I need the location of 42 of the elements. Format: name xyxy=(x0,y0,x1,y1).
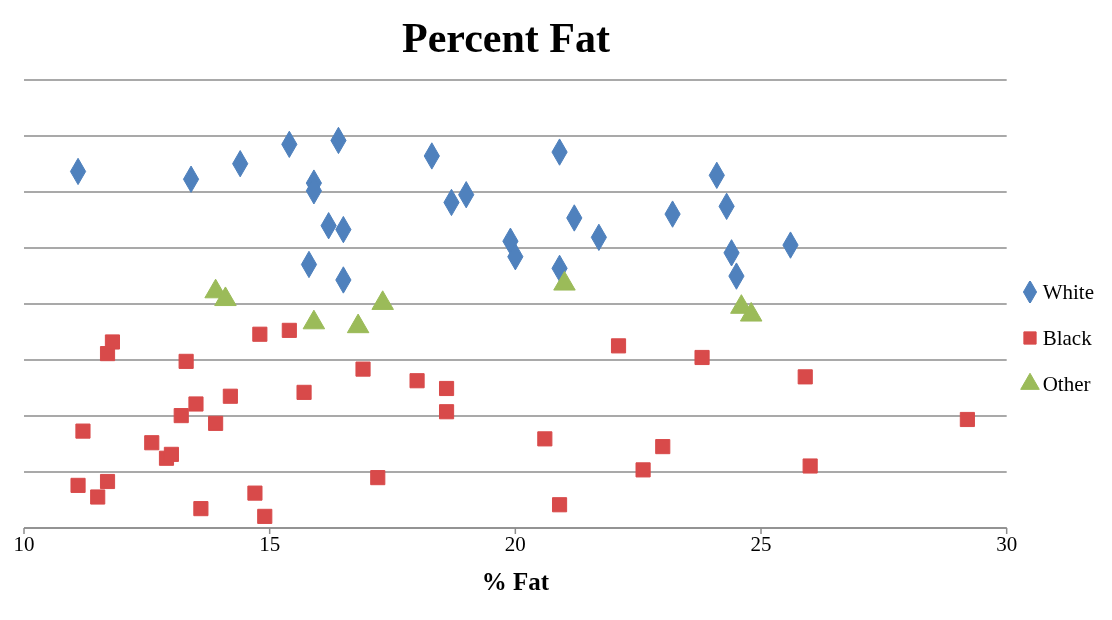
point xyxy=(99,473,116,490)
point xyxy=(222,388,238,404)
point xyxy=(551,497,568,513)
x-tick-label: 20 xyxy=(504,531,526,556)
point xyxy=(610,338,627,354)
point xyxy=(797,369,813,385)
x-tick-label: 30 xyxy=(996,531,1018,556)
point xyxy=(257,508,273,524)
point xyxy=(296,384,312,400)
legend-label: Black xyxy=(1042,325,1092,351)
x-tick-label: 10 xyxy=(13,531,35,556)
point xyxy=(370,470,386,486)
point xyxy=(537,431,553,447)
point xyxy=(409,373,425,389)
point xyxy=(104,334,121,350)
x-tick-label: 15 xyxy=(259,531,281,556)
legend-label: White xyxy=(1042,279,1094,305)
x-tick-label: 25 xyxy=(750,531,772,556)
point xyxy=(75,423,91,439)
chart-title: Percent Fat xyxy=(401,14,611,63)
point xyxy=(163,446,179,462)
point xyxy=(802,458,818,474)
point xyxy=(655,439,671,455)
x-axis-title: % Fat xyxy=(481,568,550,595)
point xyxy=(173,408,189,424)
point xyxy=(438,380,455,397)
point xyxy=(635,462,651,478)
point xyxy=(694,349,710,366)
point xyxy=(188,396,204,412)
point xyxy=(355,361,371,377)
point xyxy=(178,353,194,369)
point xyxy=(193,501,209,517)
point xyxy=(208,415,224,431)
point xyxy=(70,477,86,493)
legend-label: Other xyxy=(1042,371,1091,397)
point xyxy=(90,489,106,505)
point xyxy=(144,435,160,451)
point xyxy=(252,326,268,342)
point xyxy=(247,485,263,501)
point xyxy=(959,411,975,428)
point xyxy=(438,404,455,420)
point xyxy=(281,322,297,338)
